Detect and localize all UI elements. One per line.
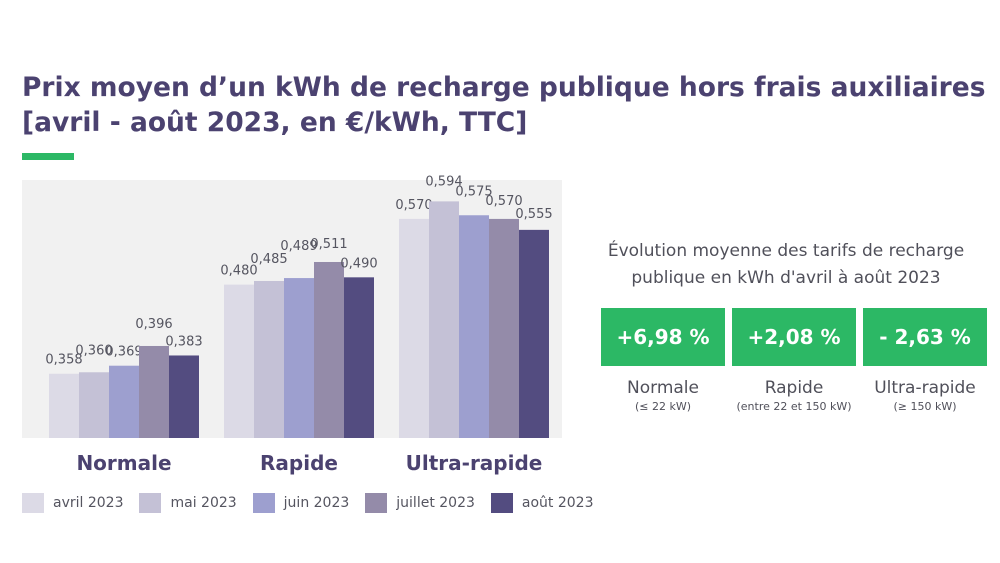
data-label: 0,358 (45, 353, 82, 368)
data-label: 0,511 (310, 237, 347, 252)
evolution-name: Normale (627, 378, 699, 398)
bar-rapide-0 (224, 284, 254, 438)
category-label: Ultra-rapide (406, 451, 543, 475)
title-accent-bar (22, 153, 74, 160)
bar-rapide-1 (254, 280, 284, 438)
evolution-heading-line-2: publique en kWh d'avril à août 2023 (631, 268, 941, 288)
evolution-range: (entre 22 et 150 kW) (736, 400, 852, 413)
evolution-values: +6,98 % +2,08 % - 2,63 % (601, 308, 994, 366)
bar-normale-1 (79, 372, 109, 438)
legend-item: août 2023 (490, 493, 594, 513)
legend-item: avril 2023 (22, 493, 123, 513)
legend-swatch (22, 493, 44, 513)
evolution-heading: Évolution moyenne des tarifs de recharge… (596, 238, 976, 292)
legend-item: juillet 2023 (365, 493, 475, 513)
chart-title-line-1: Prix moyen d’un kWh de recharge publique… (22, 72, 986, 103)
data-label: 0,396 (135, 317, 172, 332)
bar-rapide-3 (314, 261, 344, 438)
evolution-labels: Normale (≤ 22 kW) Rapide (entre 22 et 15… (601, 376, 994, 414)
chart-title: Prix moyen d’un kWh de recharge publique… (22, 70, 986, 140)
bar-normale-3 (139, 345, 169, 438)
legend-item: mai 2023 (139, 493, 237, 513)
bar-normale-4 (169, 355, 199, 438)
legend-label: août 2023 (521, 495, 594, 511)
evolution-name: Ultra-rapide (874, 378, 976, 398)
evolution-label-rapide: Rapide (entre 22 et 150 kW) (732, 376, 856, 414)
data-label: 0,490 (340, 256, 377, 271)
bar-rapide-4 (344, 277, 374, 438)
category-label: Normale (76, 451, 171, 475)
evolution-value-normale: +6,98 % (601, 308, 725, 366)
bar-ultra-rapide-2 (459, 215, 489, 438)
bar-ultra-rapide-3 (489, 218, 519, 438)
evolution-range: (≤ 22 kW) (634, 400, 692, 413)
data-label: 0,383 (165, 334, 202, 349)
chart-legend: avril 2023 mai 2023 juin 2023 juillet 2023 a… (22, 492, 610, 514)
data-label: 0,594 (425, 174, 462, 189)
legend-label: juin 2023 (283, 495, 350, 511)
bar-ultra-rapide-1 (429, 201, 459, 438)
evolution-name: Rapide (764, 378, 824, 398)
data-label: 0,570 (485, 194, 522, 209)
legend-label: avril 2023 (53, 495, 124, 511)
data-label: 0,575 (455, 184, 492, 199)
evolution-value-rapide: +2,08 % (732, 308, 856, 366)
data-label: 0,480 (220, 264, 257, 279)
bar-normale-2 (109, 365, 139, 438)
data-label: 0,555 (515, 207, 552, 222)
data-label: 0,360 (75, 343, 112, 358)
category-label: Rapide (260, 451, 338, 475)
bar-rapide-2 (284, 278, 314, 438)
data-label: 0,485 (250, 252, 287, 267)
legend-item: juin 2023 (252, 493, 350, 513)
legend-label: mai 2023 (170, 495, 237, 511)
data-label: 0,489 (280, 239, 317, 254)
bar-normale-0 (49, 373, 79, 438)
bar-ultra-rapide-4 (519, 229, 549, 438)
chart-title-line-2: [avril - août 2023, en €/kWh, TTC] (22, 107, 528, 138)
evolution-range: (≥ 150 kW) (893, 400, 957, 413)
evolution-label-normale: Normale (≤ 22 kW) (601, 376, 725, 414)
evolution-label-ultra-rapide: Ultra-rapide (≥ 150 kW) (863, 376, 987, 414)
data-label: 0,570 (395, 198, 432, 213)
data-label: 0,369 (105, 345, 142, 360)
legend-swatch (490, 493, 513, 513)
evolution-heading-line-1: Évolution moyenne des tarifs de recharge (607, 241, 965, 261)
legend-swatch (365, 493, 388, 513)
legend-swatch (139, 493, 162, 513)
legend-label: juillet 2023 (396, 495, 475, 511)
legend-swatch (252, 493, 275, 513)
evolution-value-ultra-rapide: - 2,63 % (863, 308, 987, 366)
bar-ultra-rapide-0 (399, 218, 429, 438)
